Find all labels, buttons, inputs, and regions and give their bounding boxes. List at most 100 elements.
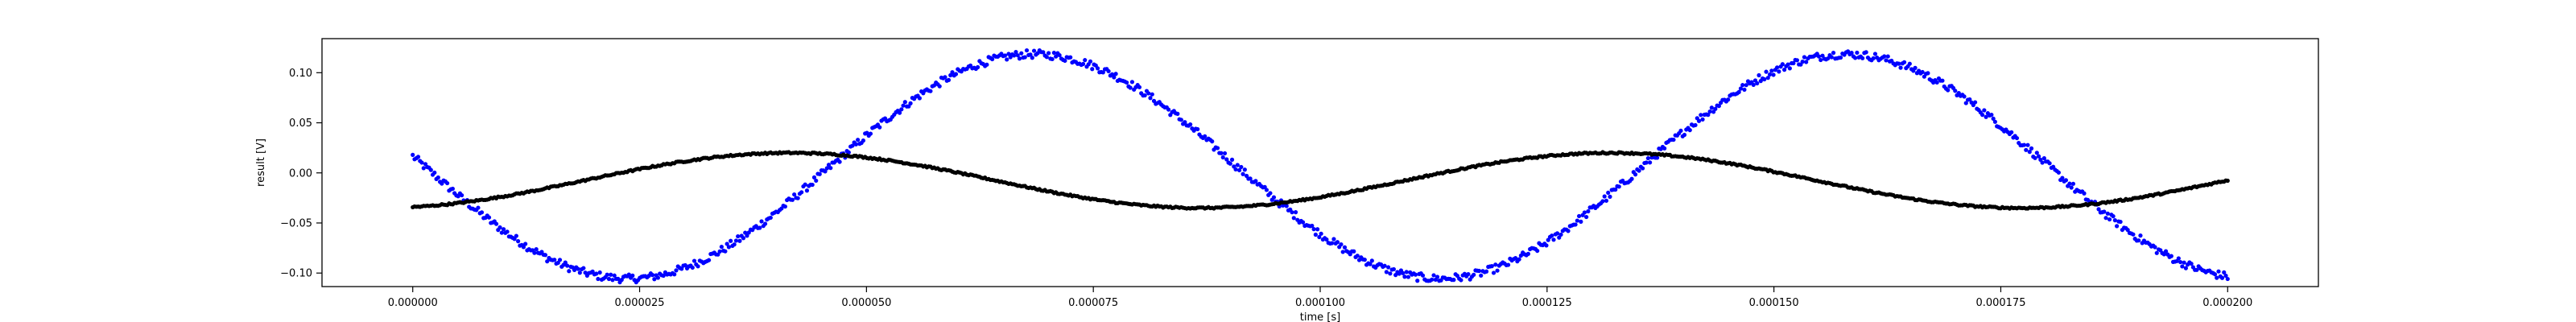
data-point — [1953, 89, 1958, 93]
data-point — [1513, 255, 1518, 261]
data-point — [1991, 116, 1996, 121]
data-point — [1024, 47, 1030, 53]
data-point — [577, 270, 582, 275]
data-point — [1331, 237, 1336, 242]
data-point — [1317, 234, 1322, 240]
data-point — [1382, 263, 1387, 268]
data-point — [899, 107, 904, 112]
data-point — [817, 171, 822, 176]
data-point — [1315, 227, 1320, 232]
data-point — [990, 56, 995, 62]
data-point — [652, 277, 657, 282]
series-0 — [411, 47, 2230, 285]
data-point — [605, 272, 609, 277]
data-point — [1582, 210, 1587, 215]
data-point — [1816, 54, 1822, 59]
data-point — [2034, 151, 2039, 155]
data-point — [1913, 65, 1918, 70]
data-point — [1050, 56, 1055, 62]
data-point — [2036, 154, 2041, 159]
data-point — [1112, 75, 1117, 80]
x-tick-label: 0.000075 — [1068, 297, 1118, 309]
data-point — [1782, 68, 1787, 72]
data-point — [512, 237, 517, 242]
data-point — [1700, 117, 1705, 122]
data-point — [523, 242, 528, 246]
data-point — [610, 278, 615, 283]
data-point — [2033, 155, 2037, 160]
data-point — [1484, 269, 1489, 274]
data-point — [953, 72, 959, 76]
data-point — [1420, 273, 1426, 278]
data-point — [2212, 272, 2218, 277]
data-point — [1751, 82, 1756, 87]
x-tick-label: 0.000150 — [1749, 297, 1799, 309]
data-point — [2136, 238, 2141, 243]
data-point — [626, 272, 631, 277]
data-point — [803, 182, 807, 187]
data-point — [1740, 83, 1745, 88]
data-point — [2115, 224, 2120, 229]
data-point — [1090, 67, 1095, 72]
data-point — [1015, 53, 1020, 58]
data-point — [2069, 185, 2074, 190]
data-point — [1696, 118, 1702, 123]
data-point — [557, 258, 563, 262]
data-point — [630, 273, 635, 278]
data-point — [928, 89, 933, 93]
data-point — [1388, 271, 1393, 276]
data-point — [691, 258, 697, 263]
data-point — [1386, 265, 1391, 270]
data-point — [2063, 178, 2069, 183]
data-point — [737, 238, 742, 243]
data-point — [445, 180, 450, 186]
data-point — [1291, 216, 1296, 221]
data-point — [1268, 191, 1273, 196]
data-point — [768, 215, 773, 221]
data-point — [1600, 199, 1605, 204]
data-point — [1517, 257, 1521, 262]
data-point — [758, 225, 762, 230]
data-point — [948, 72, 953, 78]
data-point — [901, 103, 906, 108]
data-point — [1771, 72, 1776, 77]
data-point — [1558, 232, 1563, 237]
data-point — [436, 175, 440, 180]
data-point — [1584, 214, 1589, 220]
data-point — [1802, 55, 1807, 60]
data-point — [476, 205, 481, 210]
data-point — [421, 166, 426, 171]
data-point — [1586, 208, 1591, 214]
data-point — [1324, 237, 1329, 242]
data-point — [1313, 232, 1318, 237]
data-point — [1290, 210, 1294, 215]
data-point — [1984, 114, 1988, 119]
data-point — [743, 230, 748, 235]
data-point — [1800, 60, 1805, 64]
data-point — [975, 64, 980, 70]
data-point — [1150, 92, 1154, 97]
y-axis: −0.10 −0.05 0.00 0.05 0.10 — [280, 68, 322, 280]
data-point — [650, 273, 655, 278]
data-point — [1088, 59, 1093, 64]
data-point — [1989, 112, 1994, 118]
data-point — [594, 271, 599, 276]
data-point — [2024, 147, 2029, 152]
data-point — [745, 233, 749, 238]
data-point — [1849, 51, 1854, 56]
data-point — [1017, 56, 1022, 61]
data-point — [1616, 184, 1621, 189]
data-point — [563, 260, 568, 265]
data-point — [1693, 122, 1698, 128]
data-point — [612, 273, 617, 278]
data-point — [762, 221, 768, 226]
data-point — [1907, 61, 1912, 66]
data-point — [1195, 126, 1200, 132]
data-point — [1241, 171, 1245, 176]
data-point — [1687, 128, 1692, 133]
data-point — [576, 266, 580, 271]
data-point — [1391, 266, 1396, 272]
data-point — [1645, 155, 1650, 161]
data-point — [736, 233, 741, 239]
